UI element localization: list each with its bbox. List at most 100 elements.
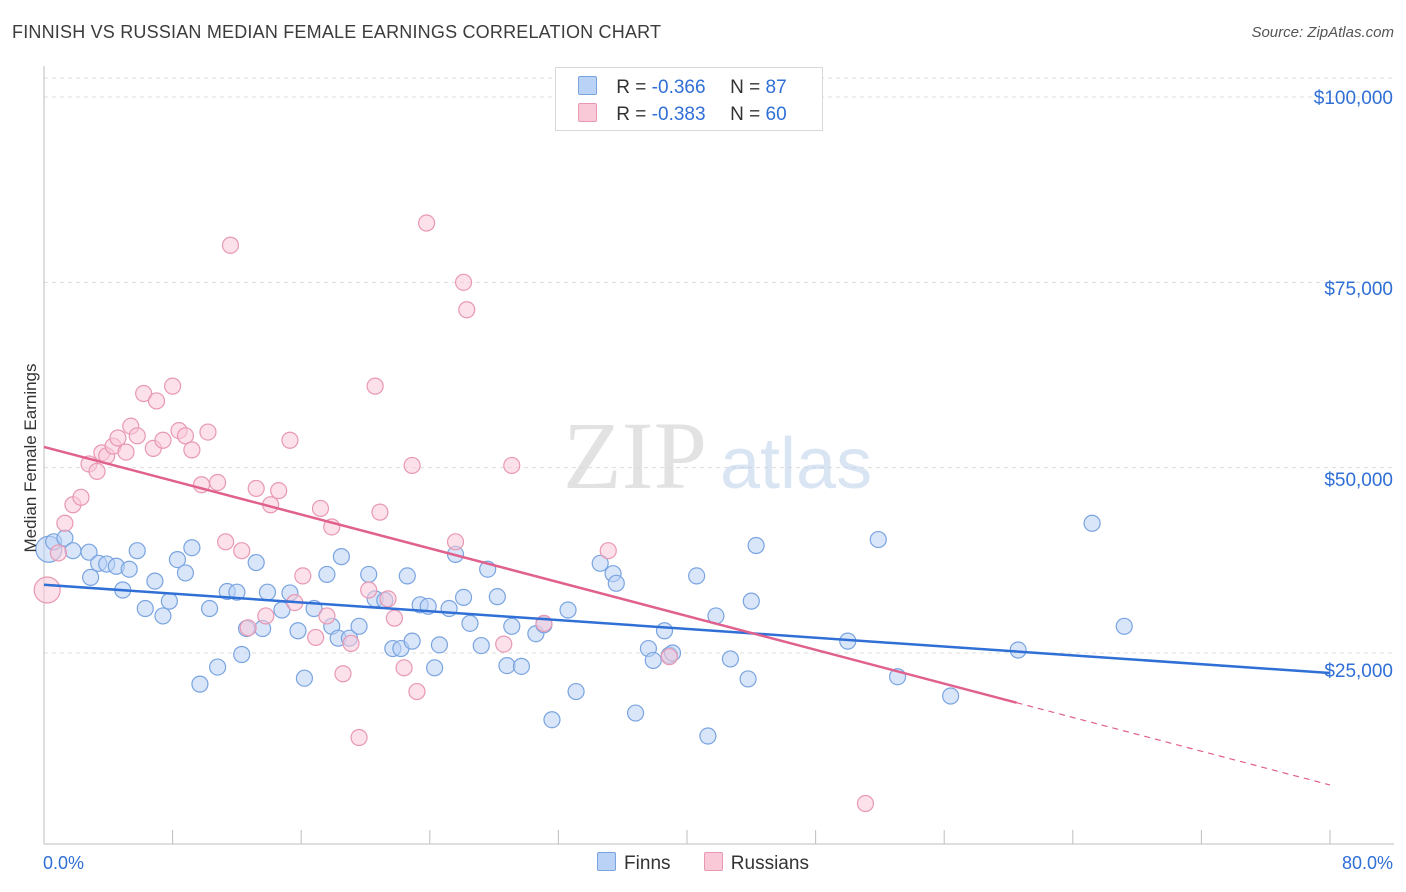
russians-point-18 [164, 377, 182, 395]
russians-point-35 [294, 567, 312, 585]
legend-row-finns: R = -0.366 N = 87 [578, 76, 787, 99]
finns-point-49 [426, 659, 444, 677]
russians-point-59 [660, 648, 678, 666]
russians-point-25 [217, 533, 235, 551]
russians-point-20 [176, 427, 195, 445]
finns-point-64 [559, 601, 577, 619]
trend-lines [43, 445, 1331, 786]
russians-r-value: -0.383 [651, 104, 706, 125]
russians-swatch [578, 103, 597, 122]
watermark: ZIP atlas [563, 402, 872, 509]
finns-point-11 [128, 542, 146, 560]
finns-point-39 [350, 617, 368, 635]
watermark-atlas: atlas [720, 424, 872, 504]
russians-point-21 [183, 441, 201, 459]
russians-point-26 [221, 236, 240, 254]
russians-point-46 [379, 590, 397, 608]
russians-point-32 [270, 482, 288, 500]
russians-point-36 [307, 628, 325, 647]
russians-point-49 [403, 456, 421, 475]
y-tick-label-50000: $50,000 [1324, 470, 1393, 491]
russians-point-10 [109, 429, 127, 447]
finns-point-32 [295, 669, 314, 687]
finns-points [35, 514, 1133, 745]
finns-point-13 [146, 572, 164, 590]
russians-point-56 [503, 456, 521, 475]
finns-point-28 [258, 583, 277, 601]
finns-point-14 [154, 607, 172, 625]
russians-point-55 [495, 635, 513, 653]
legend-item-finns[interactable]: Finns [597, 852, 671, 875]
finns-point-85 [942, 687, 960, 705]
russians-point-17 [154, 431, 172, 449]
russians-point-30 [257, 607, 275, 625]
finns-point-63 [543, 711, 561, 729]
finns-point-21 [209, 658, 227, 676]
russians-point-24 [209, 473, 227, 492]
russians-point-50 [408, 682, 426, 701]
correlation-legend: R = -0.366 N = 87 R = -0.383 N = 60 [555, 67, 823, 131]
finns-point-20 [200, 599, 219, 618]
russians-trend-line [43, 445, 1017, 704]
finns-point-88 [1115, 617, 1133, 635]
x-tick-label-max: 80.0% [1342, 853, 1393, 873]
finns-point-80 [742, 592, 760, 610]
russians-point-48 [395, 659, 413, 677]
finns-point-68 [607, 574, 625, 592]
finns-legend-swatch [597, 852, 617, 871]
russians-point-14 [135, 384, 153, 403]
russians-point-28 [239, 619, 257, 637]
finns-point-58 [498, 657, 516, 675]
russians-point-23 [199, 423, 217, 441]
russians-point-42 [350, 728, 368, 747]
finns-point-37 [332, 548, 350, 566]
finns-point-23 [228, 583, 246, 601]
finns-point-5 [82, 568, 100, 586]
y-axis-label: Median Female Earnings [21, 364, 40, 553]
finns-point-60 [512, 657, 531, 675]
finns-point-50 [430, 636, 449, 654]
russians-point-58 [599, 542, 617, 560]
russians-point-43 [360, 581, 378, 599]
series-legend: Finns Russians [0, 852, 1406, 875]
finns-point-83 [869, 530, 887, 549]
russians-point-11 [117, 443, 135, 461]
russians-n-label: N = [730, 104, 761, 125]
finns-point-4 [80, 543, 98, 561]
finns-point-53 [454, 588, 473, 607]
finns-point-75 [688, 567, 706, 585]
finns-point-55 [472, 636, 490, 655]
russians-point-6 [88, 462, 106, 480]
russians-point-54 [458, 301, 476, 319]
russians-point-13 [128, 427, 146, 445]
finns-r-value: -0.366 [651, 77, 706, 98]
finns-point-34 [318, 565, 336, 584]
axis-labels: Median Female Earnings 0.0% 80.0% $25,00… [21, 88, 1393, 873]
chart-title: FINNISH VS RUSSIAN MEDIAN FEMALE EARNING… [12, 22, 662, 42]
finns-point-3 [64, 542, 82, 560]
finns-point-78 [721, 650, 740, 668]
finns-point-66 [591, 554, 609, 572]
axes [43, 66, 1394, 845]
finns-point-69 [626, 704, 645, 722]
russians-point-47 [385, 609, 404, 627]
finns-point-45 [398, 567, 416, 585]
russians-point-16 [147, 392, 166, 410]
russians-point-53 [454, 273, 473, 291]
russians-point-29 [247, 479, 265, 498]
finns-point-17 [176, 564, 195, 582]
russians-point-33 [281, 431, 299, 449]
russians-point-45 [371, 503, 389, 521]
russians-point-0 [33, 576, 61, 604]
finns-point-81 [747, 536, 765, 555]
finns-trend-line [43, 583, 1331, 675]
russians-point-1 [49, 544, 68, 562]
russians-point-51 [417, 214, 436, 232]
legend-item-russians[interactable]: Russians [703, 852, 809, 875]
russians-point-37 [311, 499, 330, 518]
finns-point-10 [120, 560, 138, 578]
russians-legend-swatch [703, 852, 723, 871]
russians-legend-label: Russians [730, 853, 809, 874]
finns-n-value: 87 [765, 77, 787, 98]
watermark-zip: ZIP [563, 402, 707, 509]
